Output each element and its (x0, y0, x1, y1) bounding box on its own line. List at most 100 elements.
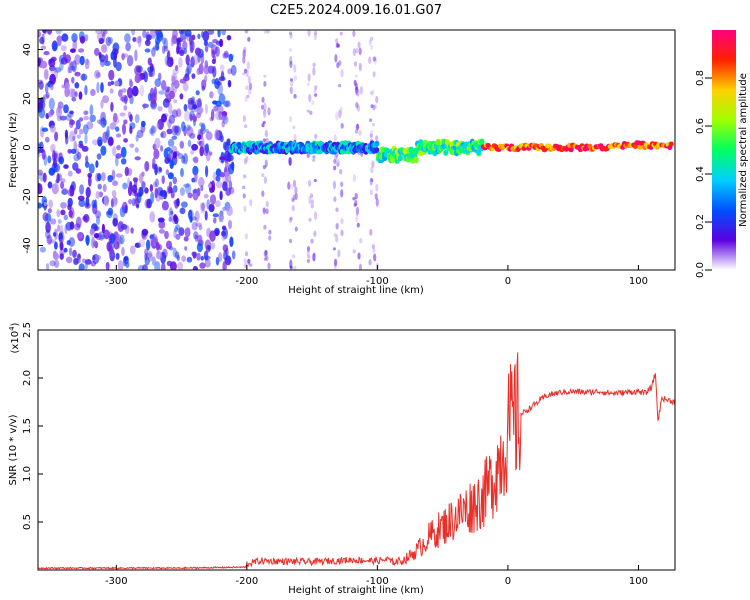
spectrogram-noise-mark (49, 260, 56, 267)
spectrogram-noise-mark (115, 252, 120, 260)
spectrogram-y-tick-label: -40 (22, 237, 33, 253)
spectrogram-noise-mark (149, 211, 156, 223)
spectrogram-noise-mark (355, 214, 359, 223)
spectrogram-noise-mark (97, 173, 102, 182)
spectrogram-noise-mark (151, 126, 157, 134)
spectrogram-noise-mark (352, 249, 356, 254)
spectrogram-noise-mark (227, 79, 232, 88)
spectrogram-noise-mark (56, 209, 61, 218)
spectrogram-noise-mark (52, 232, 57, 237)
spectrogram-noise-mark (215, 175, 221, 182)
spectrogram-signal-mark (389, 157, 396, 164)
spectrogram-noise-mark (153, 45, 160, 51)
spectrogram-noise-mark (227, 154, 234, 162)
spectrogram-noise-mark (171, 109, 178, 118)
spectrogram-noise-mark (312, 158, 316, 162)
spectrogram-noise-mark (291, 197, 295, 203)
spectrogram-noise-mark (77, 151, 82, 160)
spectrogram-noise-mark (85, 234, 90, 245)
spectrogram-noise-mark (71, 148, 77, 154)
spectrogram-noise-mark (263, 80, 267, 87)
spectrogram-noise-mark (314, 30, 318, 36)
spectrogram-noise-mark (195, 90, 200, 96)
spectrogram-noise-mark (179, 187, 185, 196)
spectrogram-noise-mark (172, 86, 177, 94)
spectrogram-noise-mark (290, 184, 294, 190)
spectrogram-noise-mark (356, 222, 360, 228)
spectrogram-noise-mark (38, 202, 42, 209)
spectrogram-noise-mark (224, 162, 230, 167)
spectrogram-noise-mark (158, 90, 165, 95)
spectrogram-noise-mark (171, 124, 179, 136)
spectrogram-noise-mark (63, 164, 69, 169)
spectrogram-noise-mark (168, 90, 175, 100)
spectrogram-noise-mark (183, 183, 190, 188)
spectrogram-noise-mark (48, 199, 53, 209)
spectrogram-noise-mark (151, 256, 156, 266)
spectrogram-noise-mark (340, 229, 344, 237)
spectrogram-noise-mark (335, 207, 339, 212)
spectrogram-noise-mark (294, 186, 298, 195)
spectrogram-noise-mark (333, 159, 337, 164)
spectrogram-noise-mark (102, 31, 106, 43)
spectrogram-noise-mark (146, 239, 151, 251)
spectrogram-noise-mark (306, 153, 310, 158)
spectrogram-noise-mark (153, 148, 160, 160)
spectrogram-noise-mark (95, 255, 101, 261)
spectrogram-noise-mark (96, 153, 102, 160)
spectrogram-noise-mark (196, 187, 201, 197)
spectrogram-noise-mark (50, 68, 57, 74)
spectrogram-noise-mark (119, 112, 126, 117)
spectrogram-noise-mark (369, 36, 374, 42)
spectrogram-noise-mark (168, 207, 173, 219)
spectrogram-noise-mark (314, 93, 318, 97)
spectrogram-noise-mark (171, 75, 176, 85)
spectrogram-noise-mark (47, 155, 52, 164)
spectrogram-noise-mark (268, 229, 272, 235)
spectrogram-noise-mark (172, 68, 179, 75)
spectrogram-noise-mark (184, 110, 190, 122)
spectrogram-noise-mark (43, 51, 50, 56)
spectrogram-noise-mark (95, 30, 103, 35)
spectrogram-noise-mark (142, 30, 147, 38)
spectrogram-noise-mark (172, 176, 177, 185)
spectrogram-noise-mark (114, 197, 118, 205)
spectrogram-x-tick-label: 100 (629, 276, 648, 287)
spectrogram-noise-mark (311, 100, 315, 105)
spectrogram-noise-mark (161, 262, 166, 270)
spectrogram-noise-mark (131, 85, 139, 97)
spectrogram-noise-mark (340, 218, 344, 224)
spectrogram-noise-mark (214, 229, 219, 237)
spectrogram-noise-mark (375, 197, 379, 207)
spectrogram-noise-mark (98, 37, 104, 45)
spectrogram-noise-mark (204, 74, 208, 83)
spectrogram-noise-mark (358, 130, 362, 136)
spectrogram-noise-mark (162, 37, 166, 45)
spectrogram-noise-mark (45, 221, 51, 233)
spectrogram-noise-mark (113, 112, 118, 123)
spectrogram-noise-mark (110, 101, 114, 112)
spectrogram-noise-mark (193, 54, 199, 65)
spectrogram-noise-mark (59, 253, 64, 260)
colorbar-ticks: 0.0 0.2 0.4 0.6 0.8 (695, 70, 712, 278)
spectrogram-noise-mark (178, 49, 185, 57)
spectrogram-noise-mark (198, 63, 204, 75)
spectrogram-noise-mark (262, 207, 266, 214)
spectrogram-noise-mark (215, 200, 221, 208)
spectrogram-noise-mark (161, 175, 165, 184)
spectrogram-noise-mark (198, 225, 203, 231)
spectrogram-noise-mark (218, 214, 225, 221)
spectrogram-noise-mark (314, 133, 318, 140)
spectrogram-noise-mark (223, 250, 228, 261)
snr-series-line (38, 352, 675, 570)
spectrogram-noise-mark (109, 249, 116, 262)
spectrogram-noise-mark (60, 45, 67, 52)
spectrogram-noise-mark (307, 30, 311, 37)
spectrogram-noise-mark (150, 124, 155, 137)
spectrogram-noise-mark (262, 108, 267, 116)
spectrogram-noise-mark (244, 96, 248, 103)
spectrogram-noise-mark (48, 97, 55, 110)
spectrogram-noise-mark (114, 80, 120, 87)
spectrogram-noise-mark (208, 203, 215, 213)
spectrogram-noise-mark (72, 135, 76, 141)
